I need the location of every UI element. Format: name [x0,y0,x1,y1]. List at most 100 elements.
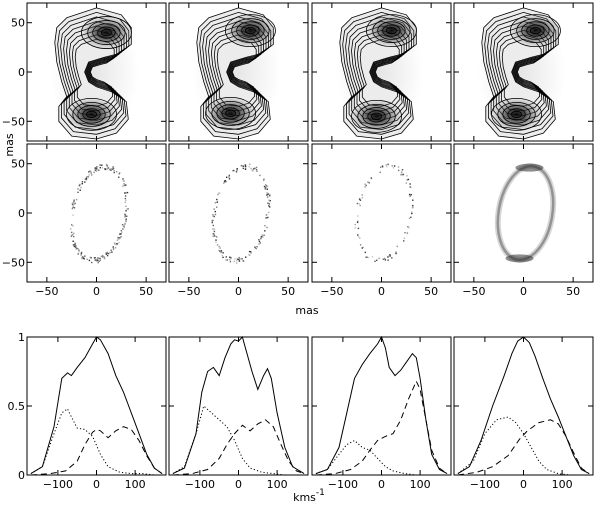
ring-panel-frame-3: −50 0 50 [311,143,452,298]
ring-speckle [249,254,251,256]
ring-speckle [254,167,256,169]
ring-speckle [80,186,82,189]
peak-contour [502,105,531,124]
ring-speckle [406,232,409,234]
ring-speckle [225,180,227,183]
ring-speckle [265,187,268,189]
ring-speckle [407,178,410,181]
ring-panel-xtick-label: 0 [520,285,527,298]
ring-panel-3 [354,163,414,262]
ring-speckle [408,217,411,219]
ring-speckle [74,244,76,246]
ring-speckle [371,256,374,258]
ring-panel-xtick-label: −50 [35,285,58,298]
ring-speckle [266,226,268,229]
ring-panel-xtick-label: 0 [378,285,385,298]
ring-speckle [105,252,107,254]
ring-speckle [406,175,408,177]
ring-speckle [354,227,356,229]
ring-speckle [411,211,413,213]
ring-speckle [126,208,128,210]
contour-line [493,25,549,121]
ring-speckle [388,255,390,257]
peak-contour [357,103,396,129]
ring-speckle [409,183,411,185]
contour-line [202,16,269,131]
contour-line [359,38,400,107]
ring-speckle [95,167,97,169]
axes-frame [26,336,167,476]
ring-speckle [268,202,270,205]
ring-speckle [233,260,235,263]
ring-speckle [116,243,119,245]
ring-speckle [106,251,109,254]
ring-speckle [268,203,271,206]
ring-speckle [238,260,241,262]
ring-speckle [376,259,378,261]
peak-contour [507,108,526,121]
ring-speckle [223,182,225,184]
ring-speckle [235,262,238,264]
ring-speckle [391,257,393,259]
ring-speckle [95,259,97,261]
ring-speckle [409,186,411,188]
ring-speckle [370,177,372,179]
ring-speckle [121,224,124,226]
ring-speckle [222,252,224,254]
ring-speckle [75,245,77,247]
ring-speckle [411,212,413,215]
ring-speckle [97,166,99,168]
contour-panel-ytick-label: 50 [11,17,25,30]
ring-speckle [216,201,218,203]
ring-speckle [113,170,115,172]
ring-speckle [91,261,93,264]
ring-speckle [405,182,407,184]
ring-speckle [126,191,129,194]
ring-panel-xtick-label: −50 [320,285,343,298]
profile-panel-3 [315,335,448,476]
ring-speckle [72,201,75,203]
peak-contour [511,110,522,118]
ring-speckle [235,171,238,173]
ring-speckle [250,252,252,254]
ring-speckle [387,256,389,258]
ring-speckle [215,239,217,241]
ring-speckle [73,232,75,235]
ring-speckle [72,240,74,242]
contour-panel-ytick-label: 0 [18,66,25,79]
ring-speckle [88,174,90,176]
ring-panel-ytick-label: 50 [11,158,25,171]
profile-line-solid [457,336,590,475]
peak-contour [530,26,541,35]
profile-panel-xtick-label: −100 [43,478,73,491]
contour-line [63,20,125,126]
ring-speckle [400,173,403,176]
ring-speckle [85,178,87,181]
ring-speckle [79,184,81,186]
ring-speckle [401,173,404,176]
ring-speckle [116,239,119,241]
ring-speckle [110,249,112,251]
bottom-row-xlabel-main: kms [293,491,316,504]
ring-speckle [94,169,96,172]
ring-speckle [412,199,414,201]
ring-speckle [106,165,108,167]
peak-contour [231,18,270,44]
ring-speckle [361,247,363,249]
contour-panel-frame-3 [311,2,452,142]
ring-speckle [260,236,262,238]
profile-panel-frame-2: −100 0 100 [168,336,309,491]
ring-speckle [212,233,214,235]
ring-speckle [224,181,226,183]
ring-speckle [242,260,244,262]
ring-speckle [255,170,258,172]
peak-contour [366,14,417,48]
ring-speckle [118,241,120,244]
ring-speckle [71,224,73,226]
ring-speckle [124,195,127,197]
contour-line [205,20,267,126]
ring-speckle [410,194,412,196]
ring-speckle [392,167,395,169]
ring-speckle [125,220,127,223]
ring-speckle [218,249,220,252]
